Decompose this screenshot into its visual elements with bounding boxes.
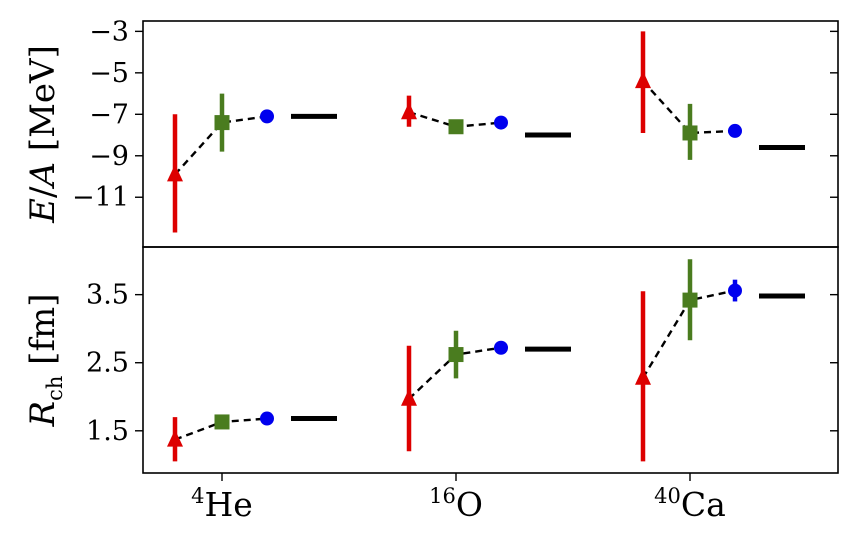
y-tick-label: −5 (89, 58, 129, 89)
triangle-marker (635, 71, 651, 89)
x-tick-label: 4He (191, 484, 253, 524)
triangle-marker (635, 367, 651, 385)
triangle-marker (401, 388, 417, 406)
circle-marker (494, 115, 508, 130)
svg-text:E/A [MeV]: E/A [MeV] (23, 45, 63, 224)
svg-text:Rch [fm]: Rch [fm] (23, 293, 67, 427)
square-marker (682, 125, 698, 141)
circle-marker (728, 283, 742, 298)
bottom-panel-frame (142, 246, 839, 474)
top-y-axis-label: E/A [MeV] (23, 45, 63, 224)
circle-marker (494, 340, 508, 355)
circle-marker (728, 123, 742, 138)
y-tick-label: 3.5 (86, 280, 129, 311)
dashed-connector (642, 80, 736, 135)
y-tick-label: −3 (89, 16, 129, 47)
x-tick-label: 16O (429, 484, 483, 524)
square-marker (448, 347, 464, 363)
circle-marker (260, 109, 274, 124)
y-tick-label: −11 (72, 182, 129, 213)
square-marker (214, 115, 230, 131)
x-axis: 4He 16O 40Ca (191, 473, 726, 524)
y-tick-label: −7 (89, 99, 129, 130)
x-tick-label: 40Ca (654, 484, 726, 524)
y-tick-label: 1.5 (86, 416, 129, 447)
dashed-connector (174, 115, 268, 176)
bottom-plot-area: 1.5 2.5 3.5 (86, 259, 838, 462)
square-marker (448, 119, 464, 135)
triangle-marker (167, 429, 183, 447)
top-plot-area: −3 −5 −7 −9 −11 (72, 16, 838, 233)
y-tick-label: −9 (89, 141, 129, 172)
triangle-marker (167, 164, 183, 182)
square-marker (682, 292, 698, 308)
square-marker (214, 414, 230, 430)
y-tick-label: 2.5 (86, 348, 129, 379)
triangle-marker (401, 102, 417, 120)
circle-marker (260, 411, 274, 426)
bottom-y-axis-label: Rch [fm] (23, 293, 67, 427)
